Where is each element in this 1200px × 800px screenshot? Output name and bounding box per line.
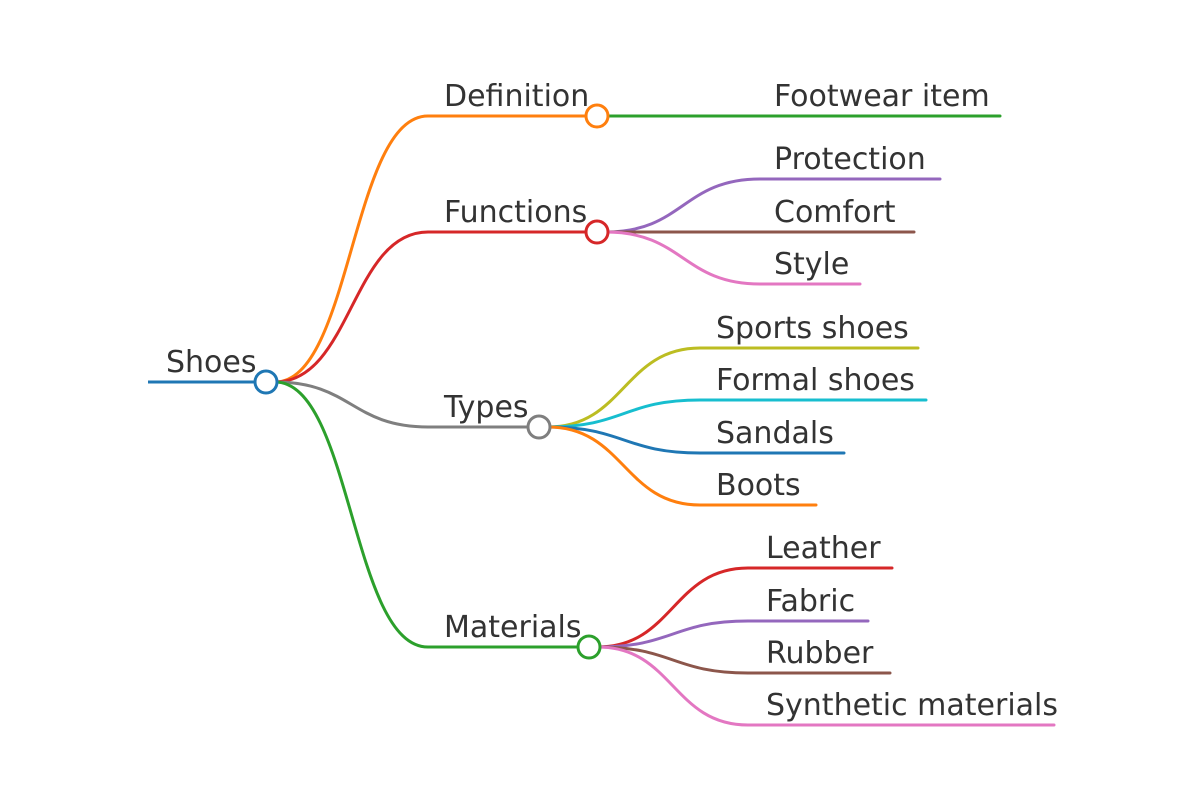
node-toggle-types[interactable]: [526, 414, 552, 440]
node-label-sports-shoes: Sports shoes: [716, 311, 909, 346]
node-label-footwear-item: Footwear item: [774, 79, 990, 114]
node-label-comfort: Comfort: [774, 195, 896, 230]
node-label-leather: Leather: [766, 531, 881, 566]
node-label-protection: Protection: [774, 142, 926, 177]
edge-materials-rubber: [596, 645, 892, 675]
edge-types-boots: [546, 425, 818, 507]
node-label-functions: Functions: [444, 195, 587, 230]
node-toggle-functions[interactable]: [584, 219, 610, 245]
node-toggle-definition[interactable]: [584, 103, 610, 129]
node-label-boots: Boots: [716, 468, 801, 503]
edge-functions-protection: [604, 177, 942, 234]
node-label-synthetic-materials: Synthetic materials: [766, 688, 1058, 723]
node-toggle-materials[interactable]: [576, 634, 602, 660]
node-label-formal-shoes: Formal shoes: [716, 363, 915, 398]
edge-shoes-materials: [273, 380, 580, 649]
edge-shoes-types: [273, 380, 530, 429]
edge-shoes-functions: [273, 230, 588, 384]
edge-materials-leather: [596, 566, 894, 649]
node-label-definition: Definition: [444, 79, 589, 114]
node-toggle-shoes[interactable]: [253, 369, 279, 395]
edge-types-sports-shoes: [546, 346, 920, 429]
edges-layer: [148, 114, 1056, 727]
edge-materials-synthetic-materials: [596, 645, 1056, 727]
node-label-rubber: Rubber: [766, 636, 874, 671]
node-label-materials: Materials: [444, 610, 582, 645]
root-label: Shoes: [166, 345, 257, 380]
edge-types-sandals: [546, 425, 846, 455]
edge-shoes-definition: [273, 114, 588, 384]
node-label-types: Types: [443, 390, 529, 425]
edge-materials-fabric: [596, 619, 870, 649]
node-label-fabric: Fabric: [766, 584, 855, 619]
edge-functions-style: [604, 230, 862, 286]
node-label-style: Style: [774, 247, 849, 282]
nodes-layer: Shoes Footwear item Definition Protection Co…: [166, 79, 1058, 723]
node-label-sandals: Sandals: [716, 416, 834, 451]
edge-types-formal-shoes: [546, 398, 928, 429]
